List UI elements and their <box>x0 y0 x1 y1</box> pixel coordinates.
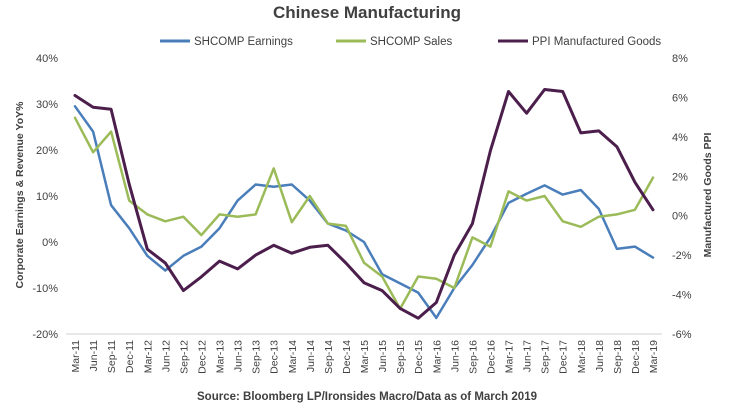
x-tick-label: Sep-17 <box>540 340 552 374</box>
x-tick-label: Sep-16 <box>467 340 479 374</box>
series-lines <box>73 88 655 320</box>
right-axis-ticks: -6% -4% -2% 0% 2% 4% 6% 8% <box>672 53 692 341</box>
x-tick-label: Dec-12 <box>196 340 208 374</box>
x-tick-label: Sep-15 <box>395 340 407 374</box>
x-tick-label: Mar-19 <box>648 340 660 373</box>
x-tick-label: Dec-16 <box>485 340 497 374</box>
x-tick-label: Dec-14 <box>341 340 353 374</box>
x-tick-label: Jun-12 <box>160 340 172 372</box>
x-tick-label: Jun-13 <box>233 340 245 372</box>
y-tick-right: 4% <box>672 132 688 144</box>
y-tick-right: 2% <box>672 171 688 183</box>
y-tick-left: 30% <box>36 99 58 111</box>
source-note: Source: Bloomberg LP/Ironsides Macro/Dat… <box>197 391 537 403</box>
x-tick-label: Sep-18 <box>612 340 624 374</box>
x-tick-label: Jun-15 <box>377 340 389 372</box>
x-tick-label: Jun-14 <box>305 340 317 372</box>
x-tick-label: Dec-18 <box>630 340 642 374</box>
x-tick-label: Jun-17 <box>522 340 534 372</box>
y-tick-left: 0% <box>42 237 58 249</box>
y-tick-right: -6% <box>672 329 692 341</box>
x-tick-label: Sep-13 <box>251 340 263 374</box>
y-tick-right: 0% <box>672 211 688 223</box>
y-tick-right: 6% <box>672 92 688 104</box>
y-tick-right: 8% <box>672 53 688 65</box>
x-tick-label: Mar-12 <box>142 340 154 373</box>
left-axis-ticks: -20% -10% 0% 10% 20% 30% 40% <box>32 53 58 341</box>
x-tick-label: Mar-17 <box>504 340 516 373</box>
x-tick-label: Mar-13 <box>215 340 227 373</box>
series-line-ppi-manufactured-goods <box>73 88 655 320</box>
legend-label: SHCOMP Earnings <box>194 36 293 48</box>
x-tick-label: Sep-11 <box>106 340 118 373</box>
legend: SHCOMP Earnings SHCOMP Sales PPI Manufactu… <box>160 36 661 48</box>
y-tick-left: 40% <box>36 53 58 65</box>
x-tick-label: Dec-11 <box>124 340 136 373</box>
legend-label: SHCOMP Sales <box>370 36 452 48</box>
x-tick-label: Jun-11 <box>88 340 100 371</box>
x-tick-label: Sep-14 <box>323 340 335 374</box>
x-tick-label: Mar-16 <box>431 340 443 373</box>
x-tick-label: Mar-15 <box>359 340 371 373</box>
x-tick-label: Mar-18 <box>576 340 588 373</box>
y-tick-left: 10% <box>36 191 58 203</box>
x-tick-label: Dec-15 <box>413 340 425 374</box>
x-tick-label: Sep-12 <box>178 340 190 374</box>
x-tick-label: Dec-13 <box>269 340 281 374</box>
y-axis-label-left: Corporate Earnings & Revenue YoY% <box>14 101 26 289</box>
x-tick-label: Jun-18 <box>594 340 606 372</box>
legend-label: PPI Manufactured Goods <box>532 36 661 48</box>
x-tick-label: Mar-11 <box>70 340 82 373</box>
series-line-shcomp-earnings <box>73 105 655 320</box>
y-tick-right: -4% <box>672 290 692 302</box>
y-tick-left: -10% <box>32 283 58 295</box>
x-tick-label: Jun-16 <box>449 340 461 372</box>
x-tick-label: Dec-17 <box>558 340 570 374</box>
x-axis-ticks: Mar-11 Jun-11 Sep-11 Dec-11 Mar-12 Jun-12 Sep-… <box>70 340 660 374</box>
y-tick-left: 20% <box>36 145 58 157</box>
x-tick-label: Mar-14 <box>287 340 299 373</box>
y-tick-right: -2% <box>672 250 692 262</box>
y-tick-left: -20% <box>32 329 58 341</box>
series-line-shcomp-sales <box>73 116 655 310</box>
chart-title: Chinese Manufacturing <box>273 3 461 22</box>
y-axis-label-right: Manufactured Goods PPI <box>702 133 714 258</box>
